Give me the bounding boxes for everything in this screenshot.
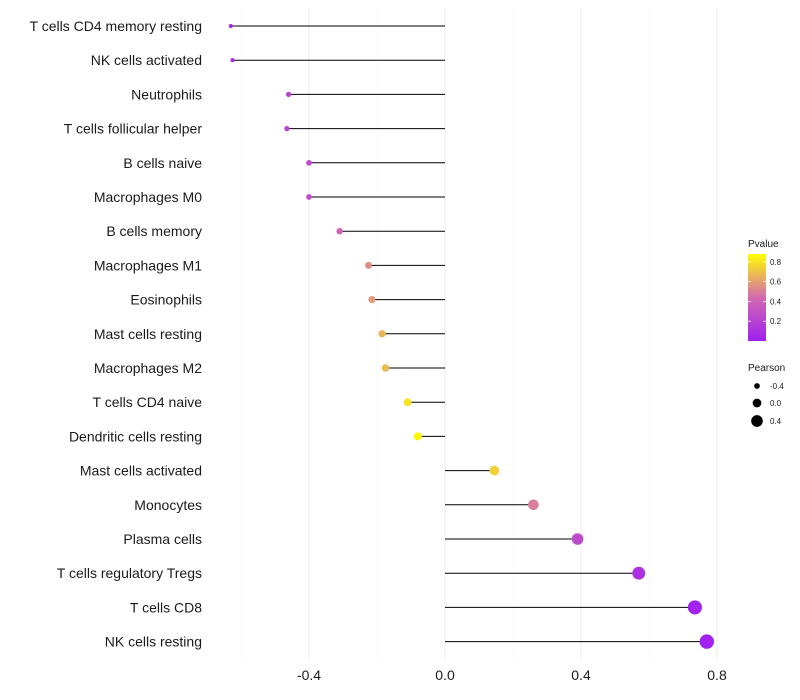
- x-tick-label: -0.4: [297, 667, 321, 683]
- size-legend-dot: [751, 415, 763, 427]
- legend-pvalue-title: Pvalue: [748, 239, 779, 250]
- category-label: Macrophages M2: [94, 360, 202, 376]
- category-label: T cells regulatory Tregs: [57, 565, 202, 581]
- lollipop-dot: [403, 398, 412, 407]
- size-legend-label: 0.0: [770, 399, 782, 408]
- category-label: Mast cells activated: [80, 463, 202, 479]
- lollipop-dot: [230, 58, 235, 63]
- lollipop-dot: [368, 296, 376, 304]
- lollipop-dot: [336, 228, 343, 235]
- lollipop-dot: [413, 432, 422, 441]
- dot-layer: [228, 24, 714, 649]
- lollipop-dot: [364, 261, 373, 269]
- pvalue-colorbar: [748, 254, 766, 341]
- lollipop-dot: [284, 125, 290, 132]
- grid-layer: [240, 8, 718, 660]
- size-legend-label: -0.4: [770, 382, 784, 391]
- lollipop-dot: [285, 91, 292, 98]
- lollipop-dot: [699, 634, 714, 649]
- x-tick-label: 0.8: [707, 667, 727, 683]
- legend: Pvalue Pearson 0.8 0.6 0.4 0.2 -0.4 0.0 0.4: [748, 239, 785, 427]
- colorbar-tick-label: 0.6: [770, 278, 782, 287]
- category-label: Monocytes: [134, 497, 202, 513]
- size-legend-dot: [754, 383, 760, 389]
- legend-pearson-title: Pearson: [748, 363, 785, 374]
- colorbar-tick-label: 0.2: [770, 317, 782, 326]
- category-label: Eosinophils: [130, 292, 202, 308]
- lollipop-dot: [687, 600, 702, 615]
- x-axis-ticks: -0.4 0.0 0.4 0.8: [297, 667, 727, 683]
- category-label: T cells CD4 naive: [93, 394, 203, 410]
- colorbar-tick-label: 0.8: [770, 258, 782, 267]
- lollipop-dot: [306, 194, 312, 200]
- category-label: NK cells activated: [91, 52, 202, 68]
- lollipop-dot: [306, 159, 312, 166]
- lollipop-dot: [632, 566, 646, 580]
- category-label: B cells memory: [106, 223, 202, 239]
- x-tick-label: 0.4: [571, 667, 591, 683]
- category-label: Dendritic cells resting: [69, 428, 202, 444]
- category-label: Neutrophils: [131, 86, 202, 102]
- lollipop-dot: [489, 465, 500, 476]
- category-label: T cells follicular helper: [64, 121, 203, 137]
- size-legend-dot: [752, 398, 762, 408]
- category-label: T cells CD8: [130, 599, 202, 615]
- category-label: Mast cells resting: [94, 326, 202, 342]
- lollipop-dot: [378, 330, 386, 338]
- lollipop-dot: [528, 499, 539, 511]
- stem-layer: [230, 25, 707, 643]
- lollipop-dot: [228, 24, 233, 28]
- category-label: NK cells resting: [105, 634, 202, 650]
- category-label: Macrophages M0: [94, 189, 202, 205]
- size-legend-label: 0.4: [770, 417, 782, 426]
- category-label: B cells naive: [123, 155, 202, 171]
- lollipop-dot: [571, 533, 584, 545]
- lollipop-dot: [381, 364, 390, 372]
- category-label: Plasma cells: [123, 531, 202, 547]
- x-tick-label: 0.0: [435, 667, 455, 683]
- category-label: T cells CD4 memory resting: [30, 18, 202, 34]
- category-label: Macrophages M1: [94, 257, 202, 273]
- colorbar-tick-label: 0.4: [770, 297, 782, 306]
- category-labels: T cells CD4 memory resting NK cells activ…: [30, 18, 203, 650]
